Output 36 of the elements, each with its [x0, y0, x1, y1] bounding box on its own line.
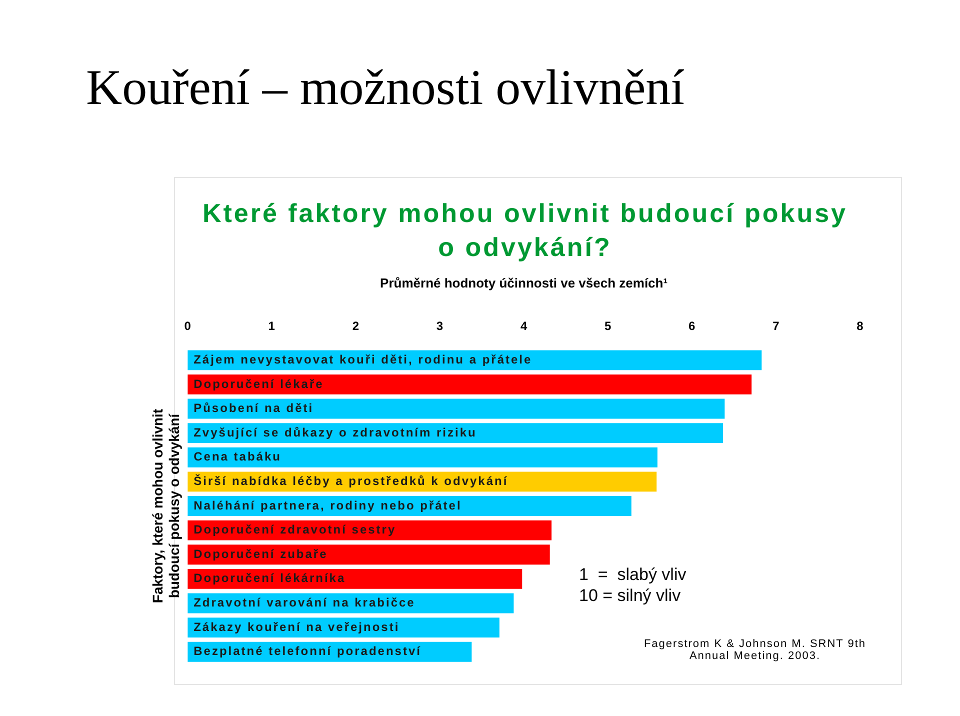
y-tick-label: Působení na děti: [194, 401, 314, 416]
y-tick-label: Doporučení lékaře: [194, 376, 324, 391]
x-tick-label: 2: [352, 319, 360, 334]
y-tick-label: Zájem nevystavovat kouři děti, rodinu a přátele: [194, 352, 532, 366]
y-tick-label: Naléhání partnera, rodiny nebo přátel: [194, 498, 462, 512]
annotation: Fagerstrom K & Johnson M. SRNT 9th Annual Meeting. 2003.: [642, 638, 868, 662]
bar: [188, 544, 550, 565]
bar: [188, 374, 752, 394]
bar: [188, 423, 723, 444]
bar: [188, 520, 552, 540]
annotation: 10 = silný vliv: [579, 586, 681, 606]
bar: [188, 447, 658, 468]
y-tick-label: Bezplatné telefonní poradenství: [194, 644, 422, 658]
x-tick-label: 0: [184, 319, 192, 334]
y-tick-label: Zákazy kouření na veřejnosti: [194, 620, 400, 634]
y-tick-label: Cena tabáku: [194, 450, 282, 464]
bar: [188, 568, 522, 589]
chart-subtitle: Které faktory mohou ovlivnit budoucí pokusy o odvykání?: [201, 197, 849, 264]
x-tick-label: 6: [688, 319, 696, 334]
x-axis-title: Průměrné hodnoty účinnosti ve všech zemích¹: [380, 275, 668, 290]
y-tick-label: Doporučení lékárníka: [194, 571, 346, 586]
annotation: 1 = slabý vliv: [579, 565, 686, 585]
y-tick-label: Širší nabídka léčby a prostředků k odvykání: [194, 474, 508, 488]
x-tick-label: 4: [520, 319, 528, 334]
y-tick-label: Doporučení zubaře: [194, 546, 328, 561]
x-tick-label: 7: [772, 319, 780, 334]
x-tick-label: 8: [856, 319, 864, 334]
x-tick-label: 5: [604, 319, 612, 334]
y-tick-label: Doporučení zdravotní sestry: [194, 522, 396, 537]
bar: [188, 398, 725, 419]
x-tick-label: 3: [436, 319, 444, 334]
chart-title: Kouření – možnosti ovlivnění: [86, 58, 685, 116]
x-tick-label: 1: [268, 319, 276, 334]
y-axis-title: Faktory, které mohou ovlivnit budoucí pokusy o odvykání: [149, 408, 182, 604]
y-tick-label: Zdravotní varování na krabičce: [194, 596, 416, 610]
y-tick-label: Zvyšující se důkazy o zdravotním riziku: [194, 425, 477, 440]
